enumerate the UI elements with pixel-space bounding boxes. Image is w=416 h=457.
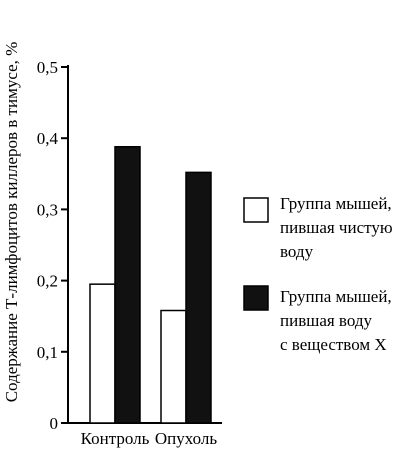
bar-substance-x-2 [185, 171, 212, 424]
bar-substance-x-1 [114, 145, 141, 424]
legend-label-line: Группа мышей, [280, 194, 392, 213]
bars [89, 145, 212, 424]
y-tick-label: 0,5 [37, 58, 58, 77]
axes: 0 0,1 0,2 0,3 0,4 0,5 Контроль Опухоль [37, 58, 222, 448]
bar-clean-water-1 [89, 283, 116, 424]
legend-label-line: Группа мышей, [280, 287, 392, 306]
y-tick-label: 0,3 [37, 200, 58, 219]
x-tick-label: Контроль [81, 429, 150, 448]
y-axis-label: Содержание Т-лимфоцитов киллеров в тимус… [2, 42, 21, 403]
y-tick-label: 0 [50, 414, 59, 433]
legend-label-line: пившая чистую [280, 218, 393, 237]
legend: Группа мышей, пившая чистую воду Группа мыш… [243, 194, 393, 354]
legend-label-line: пившая воду [280, 311, 372, 330]
legend-label-line: с веществом X [280, 335, 387, 354]
legend-label-line: воду [280, 242, 314, 261]
y-tick-label: 0,2 [37, 272, 58, 291]
x-tick-label: Опухоль [155, 429, 217, 448]
bar-clean-water-2 [160, 309, 187, 424]
legend-swatch-2 [243, 285, 269, 311]
y-tick-label: 0,1 [37, 343, 58, 362]
y-tick-label: 0,4 [37, 129, 59, 148]
legend-swatch-1 [243, 197, 269, 223]
